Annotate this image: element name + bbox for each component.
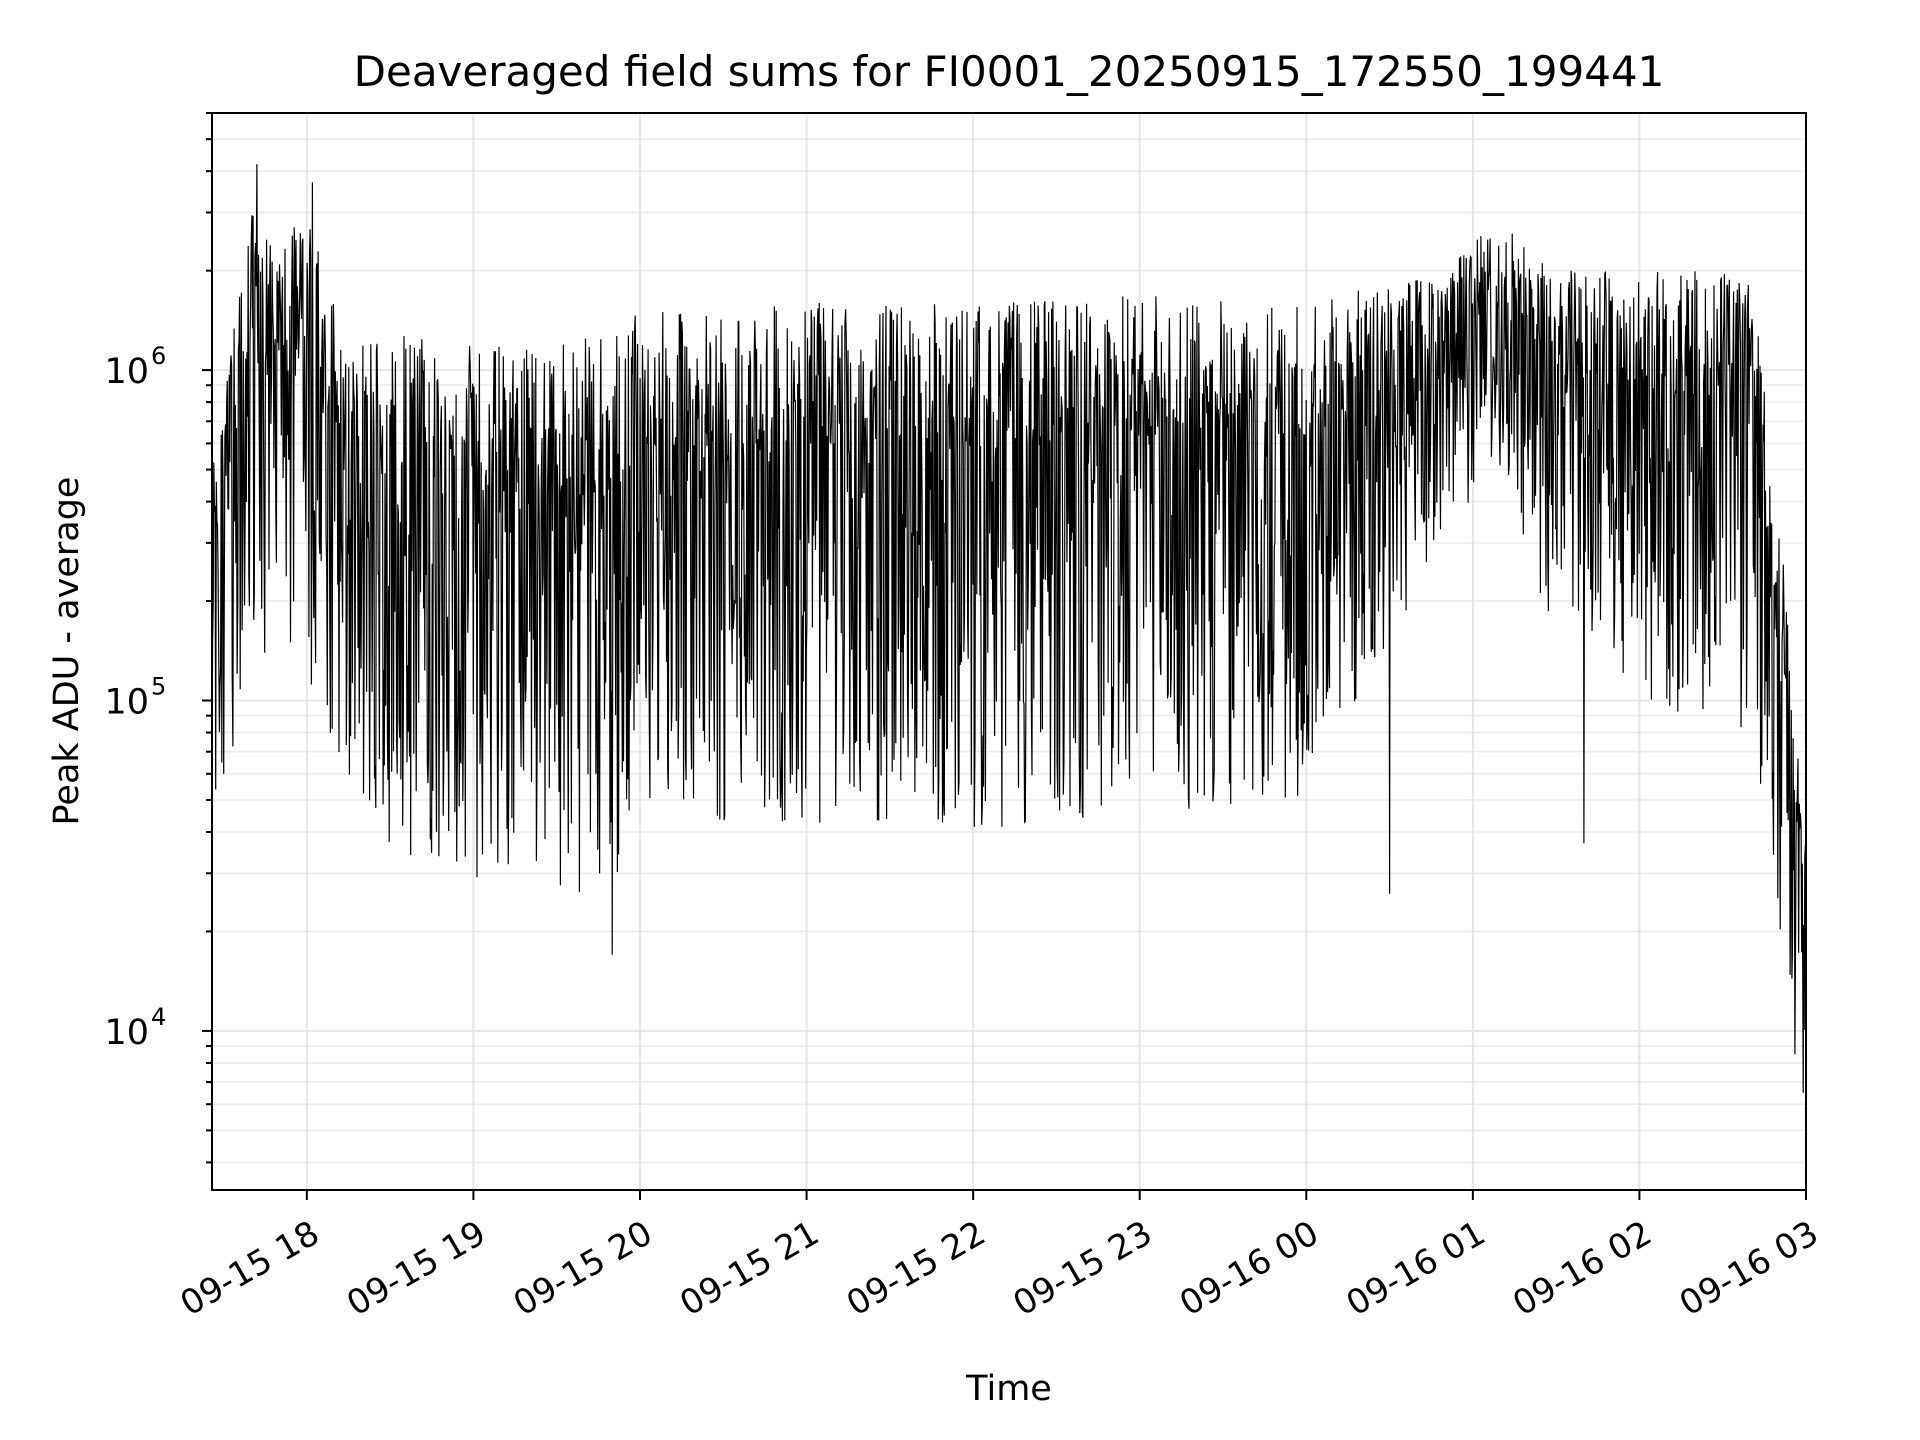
x-tick-label: 09-15 19 [340,1213,492,1324]
x-axis: 09-15 18 09-15 19 09-15 20 09-15 21 09-15 22… [174,1190,1825,1324]
x-tick-label: 09-16 02 [1506,1213,1658,1324]
y-tick-label: 10 [104,683,149,723]
x-tick-label: 09-15 23 [1007,1213,1159,1324]
series-line [212,164,1806,1093]
y-tick-exponent: 4 [151,1003,166,1031]
y-tick-exponent: 6 [151,342,166,370]
x-tick-label: 09-15 22 [840,1213,992,1324]
x-tick-label: 09-16 01 [1340,1213,1492,1324]
x-tick-label: 09-15 20 [507,1213,659,1324]
x-tick-label: 09-16 00 [1173,1213,1325,1324]
x-tick-label: 09-15 18 [174,1213,326,1324]
x-axis-label: Time [965,1369,1052,1409]
grid [212,112,1807,1190]
plot-frame [211,112,1807,1191]
y-tick-label: 10 [104,352,149,392]
chart-title: Deaveraged field sums for FI0001_2025091… [354,47,1665,96]
x-tick-label: 09-15 21 [673,1213,825,1324]
y-axis-label: Peak ADU - average [47,477,87,826]
y-tick-exponent: 5 [151,673,166,701]
x-tick-label: 09-16 03 [1673,1213,1825,1324]
series-line-group [212,164,1806,1093]
y-tick-label: 10 [104,1013,149,1053]
